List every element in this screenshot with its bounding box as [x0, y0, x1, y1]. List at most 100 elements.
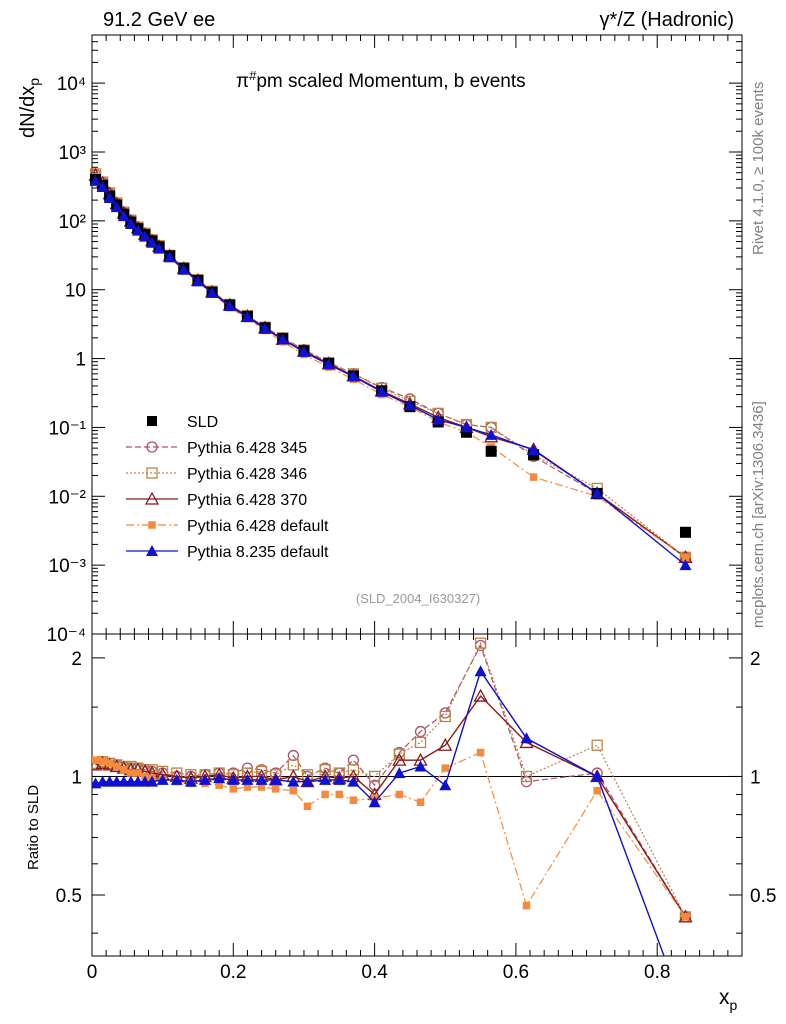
- main-series-line: [95, 180, 686, 566]
- ratio-data-point: [229, 785, 238, 793]
- ratio-data-point: [520, 770, 533, 783]
- ratio-data-point: [255, 773, 268, 785]
- legend-marker: [146, 545, 158, 556]
- ratio-data-point: [170, 773, 183, 785]
- main-data-point: [259, 322, 272, 334]
- main-data-point: [681, 553, 690, 562]
- ratio-data-point: [127, 769, 135, 777]
- legend-label: Pythia 6.428 370: [187, 492, 307, 509]
- ratio-data-point: [441, 764, 450, 772]
- ratio-x-tick-label: 0.2: [220, 962, 246, 983]
- main-data-point: [163, 251, 176, 263]
- header-right: γ*/Z (Hadronic): [600, 9, 734, 31]
- ratio-data-point: [319, 773, 332, 785]
- main-data-point: [191, 275, 204, 287]
- ratio-data-point: [347, 764, 360, 776]
- ratio-data-point: [347, 754, 360, 766]
- ratio-data-point: [395, 790, 404, 799]
- legend-label: Pythia 6.428 default: [187, 518, 329, 535]
- main-data-point: [432, 413, 445, 425]
- main-data-point: [223, 299, 236, 311]
- legend: SLD Pythia 6.428 345 Pythia 6.428 346 Pythi…: [126, 414, 329, 561]
- main-data-point: [153, 242, 166, 254]
- main-y-tick-label: 10⁻²: [49, 487, 87, 508]
- ratio-data-point: [349, 796, 358, 805]
- main-data-point: [679, 526, 691, 538]
- ratio-series-line: [95, 641, 687, 918]
- legend-entry-0: SLD: [147, 414, 218, 431]
- main-data-point: [485, 445, 497, 457]
- main-ylabel-main: dN/dx: [17, 86, 39, 138]
- ratio-data-point: [368, 770, 381, 783]
- main-series-3: [88, 167, 693, 563]
- ratio-data-point: [303, 802, 312, 811]
- main-data-point: [297, 345, 310, 357]
- ratio-data-point: [679, 1008, 691, 1019]
- main-data-point: [146, 236, 159, 248]
- ratio-data-point: [439, 779, 452, 791]
- header-left: 91.2 GeV ee: [103, 9, 215, 31]
- ratio-data-point: [105, 759, 114, 768]
- mcplots-label: mcplots.cern.ch [arXiv:1306.3436]: [750, 401, 767, 628]
- ratio-data-point: [333, 773, 346, 785]
- ratio-data-point: [474, 665, 487, 677]
- main-axis-ticks: 10⁻⁴ 10⁻³ 10⁻² 10⁻¹ 1 10 10² 10³ 10⁴: [47, 34, 743, 646]
- main-data-point: [276, 333, 289, 345]
- main-y-tick-label: 10: [65, 281, 86, 302]
- ratio-data-point: [392, 752, 407, 766]
- ratio-data-point: [243, 783, 252, 791]
- ratio-data-point: [414, 760, 427, 772]
- main-series-1: [89, 168, 692, 563]
- main-data-point: [347, 370, 360, 382]
- ratio-data-point: [416, 798, 425, 806]
- ratio-series-4: [92, 665, 691, 1019]
- ratio-data-point: [520, 732, 533, 744]
- legend-entry-4: Pythia 6.428 default: [126, 518, 329, 535]
- main-data-point: [96, 181, 109, 193]
- ratio-data-point: [301, 775, 314, 787]
- legend-marker: [147, 416, 157, 426]
- ratio-data-point: [287, 775, 300, 787]
- main-data-point: [375, 385, 388, 397]
- main-ylabel-sub: p: [26, 78, 42, 86]
- ratio-data-point: [439, 707, 451, 719]
- main-y-tick-label: 10²: [59, 212, 86, 233]
- ratio-data-point: [156, 773, 169, 785]
- ratio-data-point: [414, 736, 427, 749]
- ratio-data-point: [184, 775, 197, 787]
- ratio-series-line: [95, 669, 665, 956]
- main-y-tick-label: 10³: [59, 143, 86, 164]
- ratio-data-point: [289, 786, 298, 795]
- ratio-data-point: [120, 765, 128, 774]
- ratio-data-point: [98, 757, 107, 766]
- ratio-series-group: [92, 637, 693, 1019]
- main-data-point: [403, 399, 416, 411]
- ratio-data-point: [393, 748, 405, 760]
- main-data-point: [110, 201, 123, 213]
- main-data-point: [241, 311, 254, 323]
- ratio-y-tick-label: 0.5: [56, 886, 82, 907]
- legend-entry-1: Pythia 6.428 345: [126, 440, 307, 457]
- xlabel-sub: p: [730, 997, 738, 1013]
- analysis-watermark: (SLD_2004_I630327): [356, 591, 480, 606]
- ratio-xlabel: xp: [719, 986, 738, 1013]
- ratio-data-point: [522, 901, 531, 910]
- main-data-point: [177, 263, 190, 275]
- main-data-point: [117, 210, 130, 222]
- main-y-tick-label: 1: [75, 350, 86, 371]
- ratio-data-point: [269, 773, 282, 785]
- main-series-2: [89, 168, 692, 563]
- ratio-data-point: [321, 790, 329, 799]
- main-data-point: [527, 444, 540, 456]
- ratio-data-point: [439, 710, 451, 723]
- legend-marker: [146, 467, 158, 479]
- ratio-data-point: [473, 688, 488, 702]
- ratio-data-point: [414, 725, 427, 738]
- legend-marker: [144, 491, 160, 505]
- ratio-x-tick-label: 0.6: [503, 962, 529, 983]
- ratio-data-point: [146, 775, 159, 787]
- main-data-point: [485, 428, 498, 440]
- ratio-data-point: [227, 773, 240, 785]
